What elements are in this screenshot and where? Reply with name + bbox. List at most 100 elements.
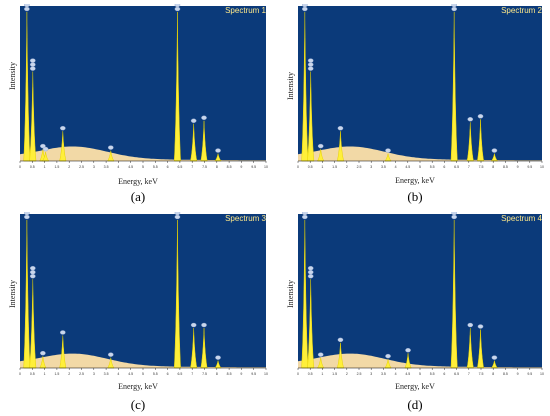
- peak-marker: [174, 214, 181, 220]
- x-tick-label: 4.5: [128, 372, 133, 376]
- spectrum-title-a: Spectrum 1: [225, 6, 266, 15]
- spectrum-peak: [477, 329, 485, 369]
- peak-marker: [29, 62, 36, 67]
- spectrum-plot-b: 0 0.5 1 1.5 2 2.5 3 3.5 4 4.5 5 5.5 6 6.5 7 7.5 8 8.5 9 9.5…: [297, 4, 544, 169]
- peak-marker: [307, 62, 314, 67]
- x-tick-label: 5.5: [153, 372, 158, 376]
- spectrum-peak: [59, 335, 67, 369]
- x-tick-label: 5: [142, 372, 144, 376]
- x-tick-label: 2: [346, 372, 348, 376]
- x-tick-label: 8.5: [503, 165, 508, 169]
- continuum-background: [298, 353, 542, 368]
- spectrum-peak: [107, 150, 115, 162]
- spectrum-plot-a: 0 0.5 1 1.5 2 2.5 3 3.5 4 4.5 5 5.5 6 6.5 7 7.5 8 8.5 9 9.5…: [19, 4, 268, 169]
- x-tick-label: 9: [240, 372, 242, 376]
- peak-marker: [24, 6, 30, 12]
- peak-marker: [477, 324, 484, 329]
- peak-marker: [60, 125, 66, 131]
- x-axis-label-d: Energy, keV: [395, 382, 435, 391]
- peak-marker: [451, 6, 457, 12]
- spectrum-peak: [29, 71, 37, 162]
- x-tick-label: 0.5: [30, 165, 35, 169]
- spectrum-peak: [301, 219, 309, 369]
- peak-marker: [302, 212, 308, 216]
- plot-background: [298, 214, 542, 368]
- peak-marker: [307, 270, 314, 275]
- spectrum-peak: [450, 11, 458, 162]
- spectrum-peak: [490, 360, 499, 369]
- x-tick-label: 1.5: [54, 165, 59, 169]
- plot-background: [20, 214, 266, 368]
- peak-marker: [307, 266, 314, 271]
- x-tick-label: 8: [492, 372, 494, 376]
- peak-marker: [302, 4, 308, 8]
- spectrum-peak: [336, 131, 344, 162]
- spectrum-peak: [384, 359, 392, 369]
- peak-marker: [385, 148, 391, 153]
- x-tick-label: 6: [167, 165, 169, 169]
- x-tick-label: 9: [517, 165, 519, 169]
- x-tick-label: 5: [419, 165, 421, 169]
- x-axis-label-c: Energy, keV: [118, 382, 158, 391]
- x-tick-label: 9.5: [527, 372, 532, 376]
- spectrum-peak: [200, 328, 208, 369]
- x-tick-label: 4.5: [405, 372, 410, 376]
- peak-marker: [29, 66, 36, 71]
- spectrum-peak: [466, 328, 474, 369]
- panel-caption-d: (d): [407, 397, 423, 412]
- x-tick-label: 0: [19, 165, 21, 169]
- x-tick-label: 6.5: [454, 165, 459, 169]
- x-tick-label: 1: [44, 372, 46, 376]
- x-tick-label: 5.5: [430, 165, 435, 169]
- peak-marker: [405, 347, 411, 353]
- y-axis-label-a: Intensity: [8, 62, 17, 90]
- x-tick-label: 3.5: [104, 165, 109, 169]
- x-tick-label: 5.5: [430, 372, 435, 376]
- peak-marker: [190, 322, 197, 328]
- x-tick-label: 8: [216, 165, 218, 169]
- x-tick-label: 5.5: [153, 165, 158, 169]
- peak-marker: [29, 58, 36, 63]
- spectrum-peak: [107, 357, 115, 369]
- x-tick-label: 10: [540, 165, 544, 169]
- x-tick-label: 10: [264, 372, 268, 376]
- panel-caption-a: (a): [130, 189, 146, 204]
- peak-marker: [60, 330, 66, 335]
- peak-marker: [451, 214, 457, 220]
- spectrum-peak: [23, 11, 31, 162]
- spectrum-peak: [59, 131, 67, 162]
- x-tick-label: 8.5: [503, 372, 508, 376]
- spectrum-peak: [384, 153, 392, 162]
- peak-marker: [215, 148, 221, 153]
- spectrum-peak: [450, 219, 458, 369]
- x-tick-label: 0: [19, 372, 21, 376]
- x-tick-label: 7.5: [479, 372, 484, 376]
- spectrum-peak: [301, 11, 309, 162]
- x-tick-label: 4: [395, 165, 397, 169]
- spectrum-peak: [477, 119, 485, 162]
- peak-marker: [190, 118, 197, 123]
- x-tick-label: 9.5: [251, 372, 256, 376]
- x-tick-label: 7.5: [479, 165, 484, 169]
- peak-marker: [491, 355, 498, 360]
- x-tick-label: 2.5: [357, 372, 362, 376]
- x-tick-label: 2.5: [79, 165, 84, 169]
- peak-marker: [42, 146, 49, 152]
- x-tick-label: 3.5: [381, 372, 386, 376]
- x-tick-label: 3: [370, 165, 372, 169]
- x-tick-label: 2.5: [357, 165, 362, 169]
- spectrum-peak: [466, 122, 474, 162]
- peak-marker: [201, 115, 207, 120]
- spectrum-peak: [307, 279, 315, 369]
- x-tick-label: 9.5: [251, 165, 256, 169]
- x-tick-label: 3.5: [381, 165, 386, 169]
- x-tick-label: 8: [216, 372, 218, 376]
- x-tick-label: 8: [492, 165, 494, 169]
- peak-marker: [317, 352, 324, 357]
- spectrum-panel-d: 0 0.5 1 1.5 2 2.5 3 3.5 4 4.5 5 5.5 6 6.5 7 7.5 8 8.5 9 9.5…: [284, 212, 546, 412]
- peak-marker: [302, 6, 308, 12]
- spectrum-peak: [307, 71, 315, 162]
- x-tick-label: 0.5: [30, 372, 35, 376]
- spectrum-title-b: Spectrum 2: [501, 6, 542, 15]
- x-axis-label-b: Energy, keV: [395, 176, 435, 185]
